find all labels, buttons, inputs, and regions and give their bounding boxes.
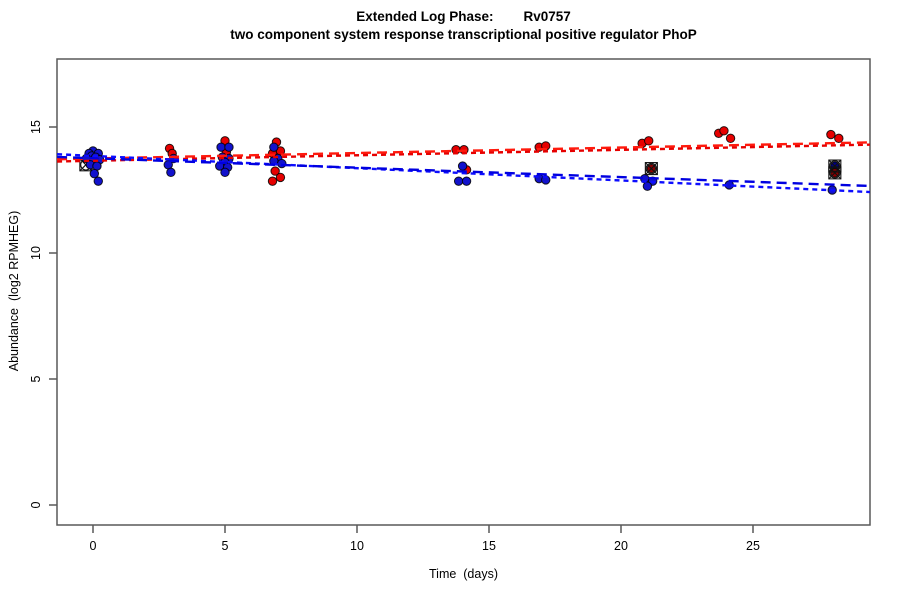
data-point [166, 167, 176, 178]
data-point [270, 166, 280, 176]
data-point [277, 158, 287, 169]
y-tick-label: 0 [29, 501, 43, 508]
data-point [834, 133, 844, 144]
plot-titles: Extended Log Phase: Rv0757 two component… [57, 8, 870, 44]
flag-circle [829, 160, 841, 172]
flagged-markers [644, 159, 842, 180]
plot-title: Extended Log Phase: Rv0757 [356, 9, 571, 24]
data-point [93, 176, 103, 186]
data-point [642, 181, 653, 191]
x-axis-label: Time (days) [429, 567, 498, 581]
y-tick-label: 10 [29, 246, 43, 260]
data-point [220, 167, 230, 178]
data-point [461, 176, 472, 186]
data-point [275, 172, 286, 183]
data-point [89, 168, 100, 179]
x-tick-label: 0 [90, 539, 97, 553]
x-tick-label: 20 [614, 539, 628, 553]
plot-subtitle: two component system response transcript… [230, 27, 697, 42]
data-point [826, 129, 836, 140]
plot-box [56, 58, 871, 526]
flag-square [644, 162, 658, 176]
trend-line-red-fit-a [57, 141, 870, 161]
data-point [453, 176, 464, 186]
x-tick-label: 25 [746, 539, 760, 553]
flagged-points [646, 161, 840, 178]
data-point [224, 142, 234, 152]
x-tick-label: 10 [350, 539, 364, 553]
trend-lines [57, 141, 871, 194]
x-axis: 0 5 10 15 20 25 [90, 525, 760, 553]
data-point [725, 133, 736, 144]
y-axis: 0 5 10 15 [29, 120, 57, 508]
flag-square [828, 159, 842, 173]
x-tick-label: 15 [482, 539, 496, 553]
flag-circle [829, 167, 841, 179]
trend-line-blue-fit-b [57, 155, 870, 188]
trend-line-red-fit-b [57, 143, 870, 163]
data-points-red-condition [85, 126, 844, 186]
data-point [216, 142, 226, 152]
trend-line-blue-fit-a [57, 153, 871, 194]
x-tick-label: 5 [222, 539, 229, 553]
y-tick-label: 15 [29, 120, 43, 134]
data-point [457, 161, 468, 171]
data-point [267, 176, 278, 186]
data-point [719, 126, 729, 136]
data-point [644, 136, 654, 146]
flag-square [828, 166, 842, 180]
y-tick-label: 5 [29, 375, 43, 382]
data-point [269, 142, 279, 152]
flag-circle [645, 162, 658, 175]
